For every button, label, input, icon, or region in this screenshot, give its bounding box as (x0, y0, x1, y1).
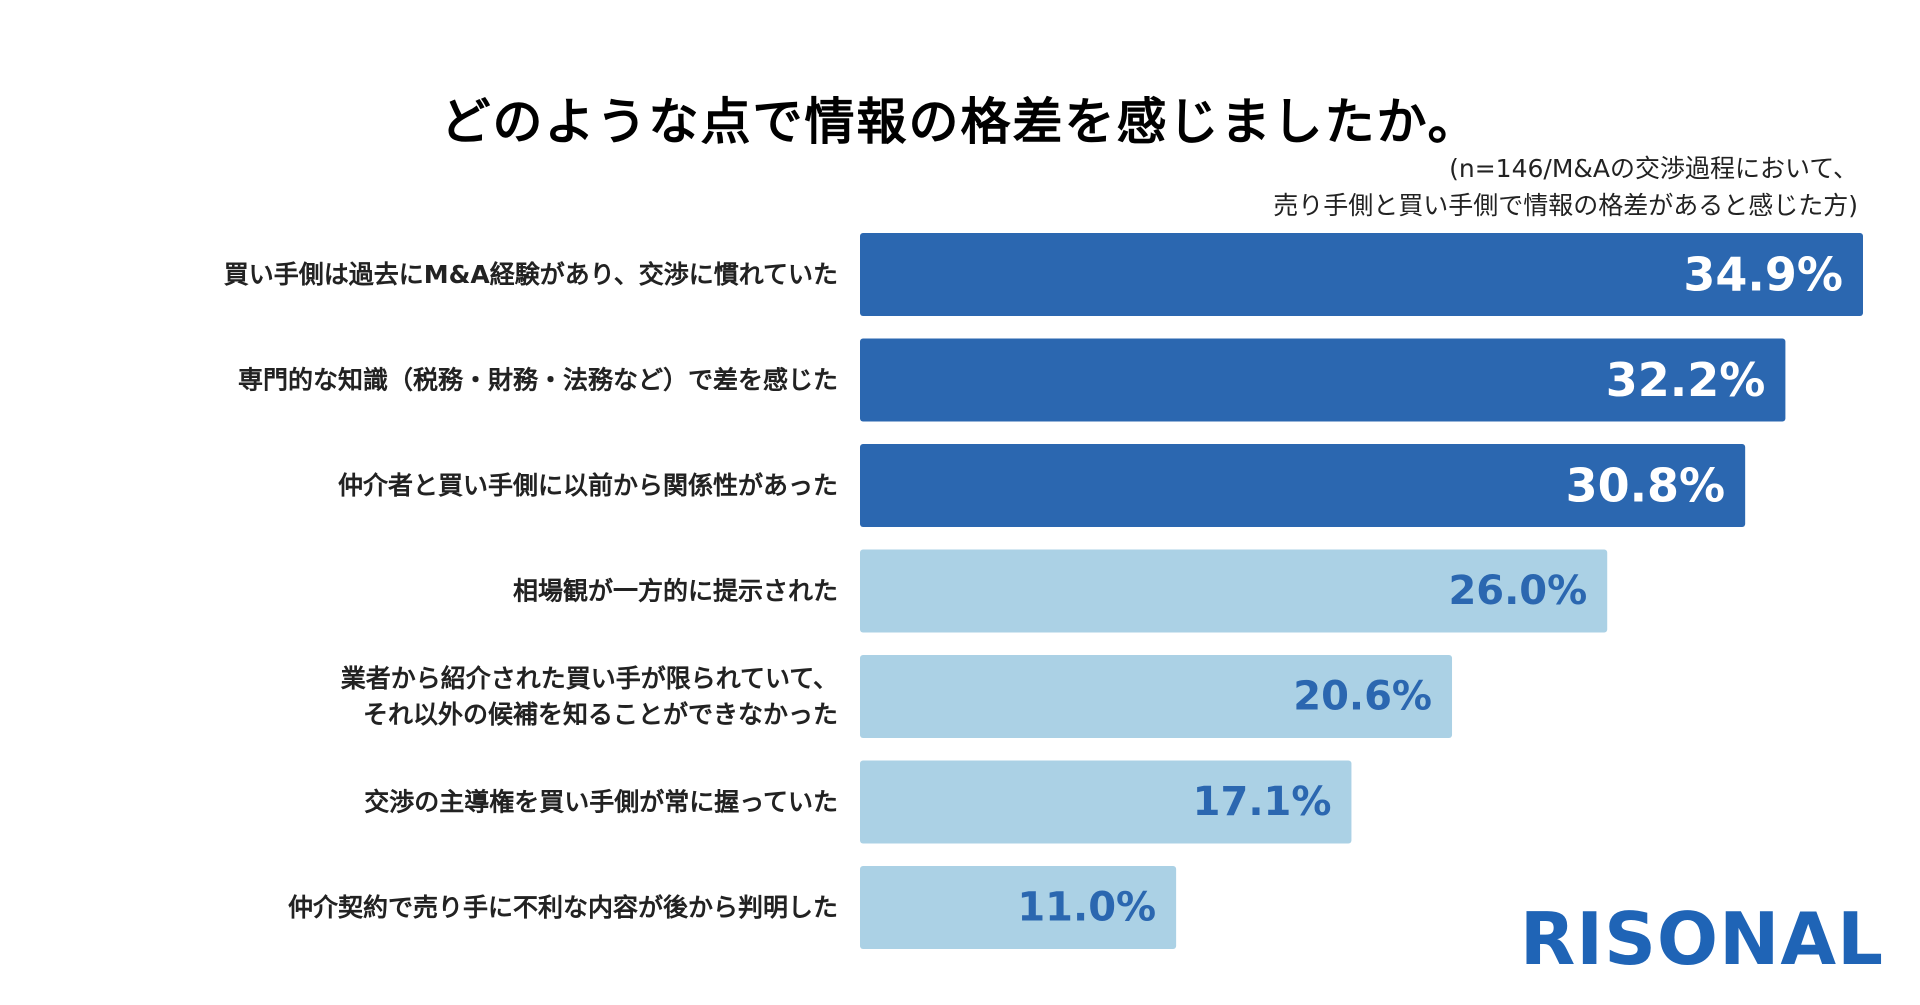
category-label: 仲介契約で売り手に不利な内容が後から判明した (288, 893, 838, 922)
category-label: 業者から紹介された買い手が限られていて、 (341, 664, 838, 693)
bar-row: 11.0% 仲介契約で売り手に不利な内容が後から判明した (288, 866, 1177, 949)
bar (860, 549, 1608, 633)
bar (860, 233, 1863, 316)
bar-value-label: 32.2% (1606, 353, 1766, 407)
bar-value-label: 30.8% (1566, 459, 1726, 513)
category-label: 専門的な知識（税務・財務・法務など）で差を感じた (238, 366, 838, 395)
subtitle-line-2: 売り手側と買い手側で情報の格差があると感じた方) (1273, 191, 1858, 220)
bar-value-label: 26.0% (1448, 568, 1587, 614)
bar-value-label: 17.1% (1193, 779, 1332, 825)
category-label: 買い手側は過去にM&A経験があり、交渉に慣れていた (224, 260, 838, 289)
bar-row: 32.2% 専門的な知識（税務・財務・法務など）で差を感じた (238, 338, 1786, 422)
bar (860, 760, 1352, 844)
risonal-logo: RISONAL (1519, 897, 1884, 981)
bar (860, 338, 1786, 422)
bar (860, 655, 1453, 738)
bar (860, 444, 1746, 527)
bar-row: 17.1% 交渉の主導権を買い手側が常に握っていた (364, 760, 1352, 844)
category-label: それ以外の候補を知ることができなかった (363, 700, 838, 729)
bar-value-label: 34.9% (1683, 248, 1843, 302)
bar-row: 26.0% 相場観が一方的に提示された (513, 549, 1608, 633)
bar (860, 866, 1177, 949)
category-label: 交渉の主導権を買い手側が常に握っていた (364, 788, 838, 817)
bar-row: 20.6% 業者から紹介された買い手が限られていて、それ以外の候補を知ることができ… (341, 655, 1453, 738)
subtitle-line-1: (n=146/M&Aの交渉過程において、 (1449, 154, 1858, 183)
bar-value-label: 20.6% (1293, 674, 1432, 720)
category-label: 仲介者と買い手側に以前から関係性があった (338, 471, 838, 500)
bar-row: 30.8% 仲介者と買い手側に以前から関係性があった (338, 444, 1746, 527)
category-label: 相場観が一方的に提示された (513, 577, 838, 606)
chart-title: どのような点で情報の格差を感じましたか。 (440, 93, 1480, 151)
bar-value-label: 11.0% (1017, 885, 1156, 931)
bar-row: 34.9% 買い手側は過去にM&A経験があり、交渉に慣れていた (224, 233, 1863, 316)
chart-subtitle: (n=146/M&Aの交渉過程において、 売り手側と買い手側で情報の格差があると… (1273, 150, 1858, 224)
